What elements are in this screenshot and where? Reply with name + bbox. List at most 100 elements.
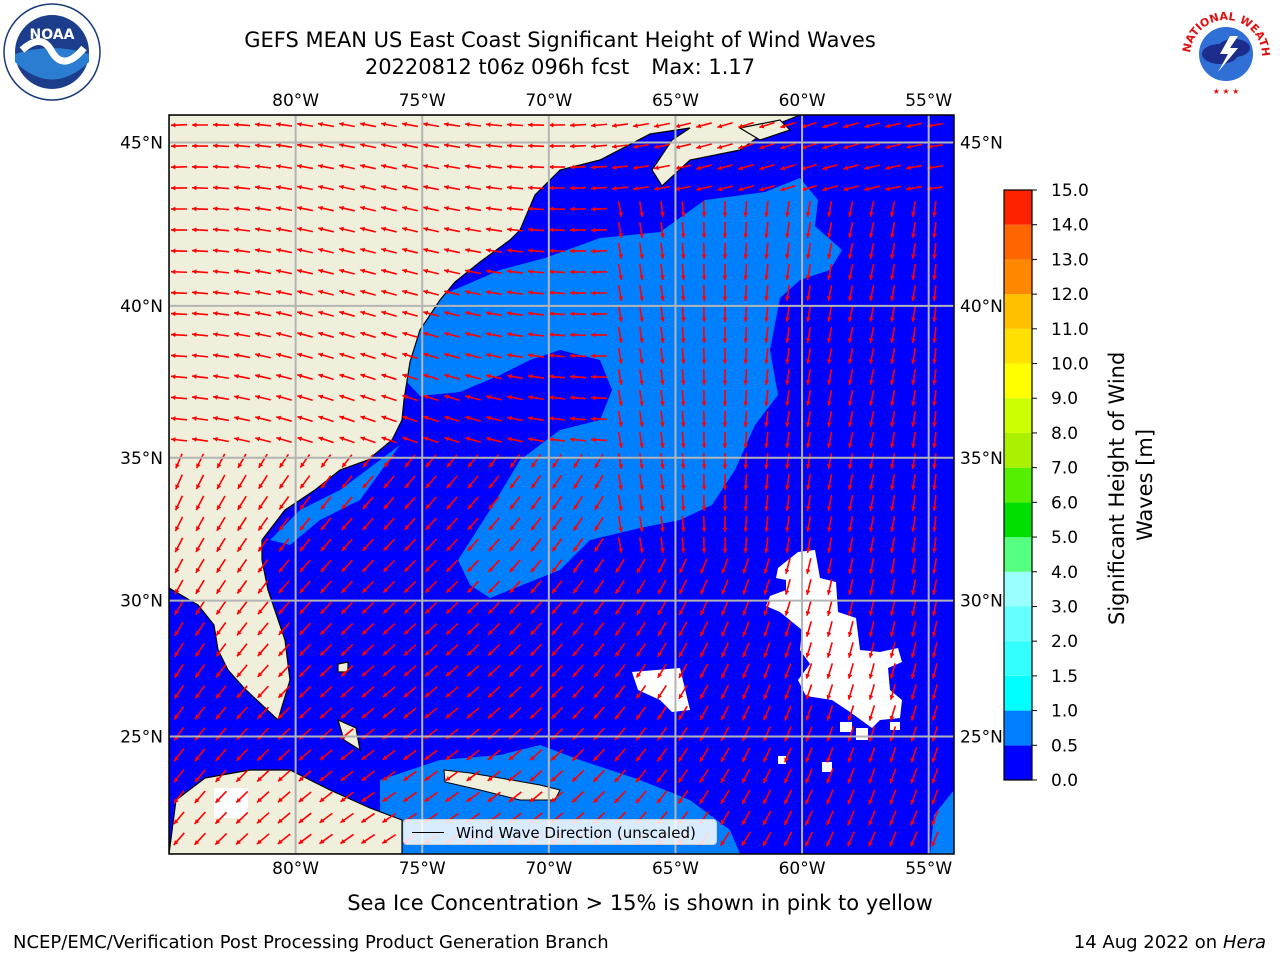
wave-arrow (403, 749, 417, 761)
wave-arrow (722, 368, 728, 386)
wave-arrow (319, 791, 333, 803)
colorbar-tick-label: 15.0 (1051, 181, 1089, 201)
wave-arrow (319, 749, 333, 761)
wave-arrow (277, 791, 291, 803)
wave-arrow (361, 770, 375, 782)
wave-arrow (443, 184, 461, 191)
wave-arrow (635, 663, 647, 679)
wave-arrow (680, 263, 686, 281)
wave-arrow (826, 284, 833, 302)
wave-arrow (382, 686, 396, 698)
wave-arrow (170, 353, 188, 359)
wave-arrow (660, 431, 665, 449)
wave-arrow (590, 311, 608, 317)
wave-arrow (784, 642, 792, 658)
wave-arrow (278, 559, 290, 573)
wave-arrow (339, 226, 355, 233)
wave-arrow (402, 268, 418, 275)
wave-arrow (573, 474, 583, 490)
wave-arrow (444, 436, 460, 444)
wave-arrow (317, 122, 335, 128)
wave-arrow (174, 558, 184, 574)
wave-arrow (339, 833, 355, 845)
wave-arrow (615, 558, 625, 574)
wave-arrow (191, 437, 209, 442)
lat-tick-label: 25°N (120, 727, 163, 747)
wave-arrow (911, 431, 917, 449)
wave-arrow (569, 269, 587, 275)
wave-arrow (826, 726, 834, 742)
wave-arrow (278, 580, 290, 594)
colorbar-tick-label: 6.0 (1051, 493, 1078, 513)
wave-arrow (764, 368, 769, 386)
wave-arrow (617, 431, 624, 449)
wave-arrow (236, 558, 248, 574)
wave-arrow (506, 394, 524, 401)
wave-arrow (680, 305, 686, 323)
wave-arrow (278, 474, 290, 490)
wave-arrow (551, 580, 563, 594)
wave-arrow (806, 242, 812, 260)
lon-tick-label: 60°W (779, 91, 826, 111)
wave-arrow (403, 665, 417, 677)
wave-arrow (806, 452, 812, 470)
colorbar-segment (1004, 363, 1032, 399)
wave-arrow (444, 331, 460, 338)
wave-arrow (278, 622, 290, 636)
wave-arrow (340, 791, 354, 803)
wave-arrow (868, 263, 875, 281)
wave-arrow (826, 347, 833, 365)
wave-arrow (699, 705, 709, 721)
wave-arrow (173, 790, 185, 804)
wave-arrow (401, 142, 419, 149)
wave-arrow (233, 122, 251, 128)
colorbar-segment (1004, 537, 1032, 572)
wave-arrow (360, 289, 376, 296)
wave-arrow (847, 474, 854, 490)
wave-arrow (233, 269, 251, 274)
wave-arrow (507, 415, 523, 422)
wave-arrow (759, 185, 775, 192)
colorbar-tick-label: 2.0 (1051, 632, 1078, 652)
wave-arrow (785, 263, 790, 281)
wave-arrow (826, 305, 833, 323)
wave-arrow (864, 122, 880, 129)
wave-arrow (932, 263, 937, 281)
wave-arrow (826, 579, 833, 595)
wave-arrow (278, 496, 290, 510)
wave-arrow (654, 122, 670, 129)
wave-arrow (466, 749, 480, 761)
wave-arrow (233, 227, 251, 232)
wave-arrow (509, 538, 521, 552)
wave-arrow (319, 664, 333, 678)
wave-arrow (868, 305, 875, 323)
wave-arrow (660, 410, 665, 428)
colorbar-tick-label: 11.0 (1051, 320, 1089, 340)
wave-arrow (403, 601, 417, 615)
wave-arrow (382, 601, 396, 615)
wave-arrow (889, 726, 897, 742)
wave-arrow (910, 621, 917, 637)
lat-tick-label: 40°N (120, 297, 163, 317)
lat-tick-label: 25°N (960, 727, 1003, 747)
wave-arrow (826, 663, 834, 679)
wave-arrow (361, 791, 375, 803)
wave-arrow (173, 705, 185, 721)
wave-arrow (847, 369, 854, 385)
wave-arrow (236, 643, 248, 657)
wave-arrow (425, 496, 437, 510)
lon-tick-label: 60°W (779, 859, 826, 879)
wave-arrow (485, 164, 503, 169)
wave-arrow (278, 517, 290, 531)
wave-arrow (932, 410, 937, 428)
wave-arrow (617, 473, 624, 491)
sea-ice-note: Sea Ice Concentration > 15% is shown in … (347, 891, 933, 915)
wave-arrow (593, 664, 605, 678)
wave-arrow (868, 284, 875, 302)
wave-arrow (508, 707, 522, 719)
wave-arrow (932, 221, 937, 239)
wave-arrow (381, 184, 397, 191)
max-value: Max: 1.17 (651, 55, 756, 79)
wave-arrow (738, 185, 754, 192)
wave-arrow (215, 622, 227, 636)
